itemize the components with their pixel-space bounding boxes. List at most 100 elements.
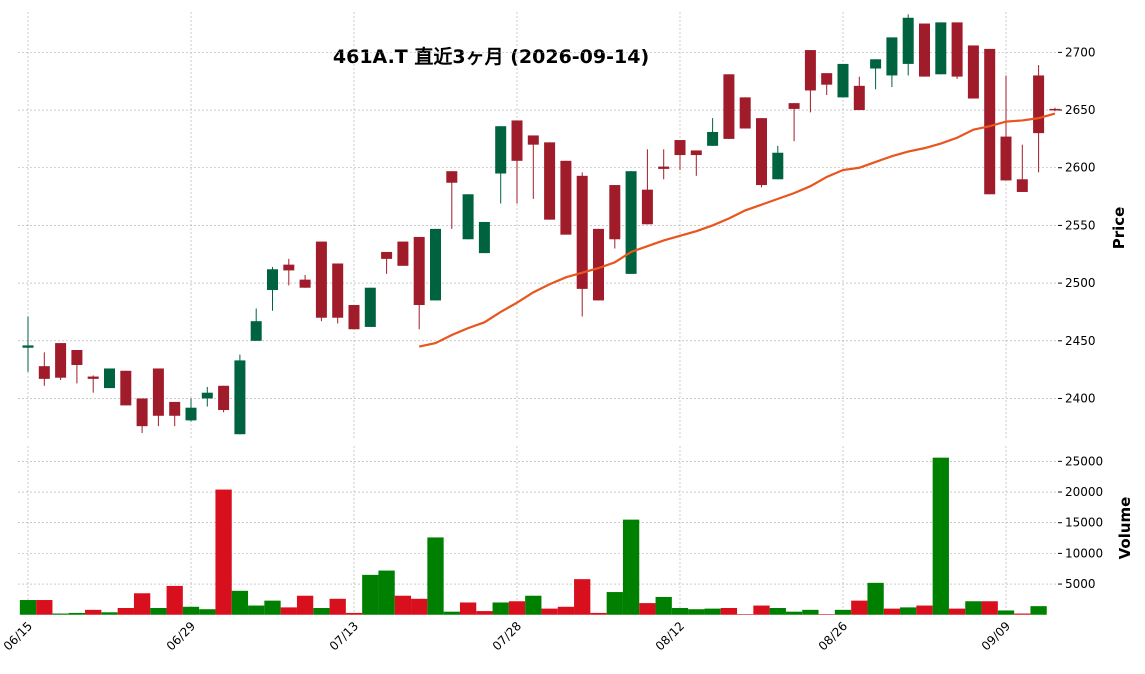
volume-bar (883, 608, 901, 615)
moving-average-line (418, 112, 1056, 348)
volume-bar (948, 608, 966, 615)
y-tick-label: 2450 (1065, 334, 1096, 348)
candle-body (348, 305, 360, 330)
volume-bar (459, 602, 477, 615)
volume-bar (981, 601, 998, 615)
candle-body (788, 103, 800, 109)
volume-bar (231, 590, 249, 615)
volume-bar (362, 574, 379, 615)
candle-body (658, 166, 670, 169)
candle-body (55, 343, 67, 378)
candle-body (234, 360, 246, 435)
candle-body (609, 185, 621, 240)
candle-body (544, 142, 556, 220)
price-axis-label: Price (1110, 207, 1128, 250)
volume-bar (671, 608, 689, 615)
x-tick-label: 07/13 (327, 619, 361, 653)
volume-bar (476, 611, 493, 615)
y-tick-label: 2600 (1065, 161, 1096, 175)
candle-body (462, 194, 474, 240)
volume-bar (280, 607, 297, 615)
candle-body (674, 140, 686, 156)
volume-bar (329, 598, 346, 615)
y-tick-label: 2650 (1065, 103, 1096, 117)
candle-body (446, 171, 458, 183)
candle-body (364, 287, 376, 327)
candle-body (381, 251, 393, 259)
x-tick-label: 08/12 (653, 619, 687, 653)
volume-bar (1014, 613, 1031, 615)
volume-bar (427, 537, 444, 615)
y2-tick-label: 10000 (1065, 546, 1103, 560)
candle-body (104, 368, 115, 389)
candle-body (560, 160, 572, 235)
candle-body (821, 73, 833, 85)
candle-body (87, 376, 99, 379)
volume-bar (720, 608, 738, 615)
volume-bar (264, 600, 281, 615)
candle-body (967, 45, 979, 99)
volume-bar (19, 600, 37, 615)
volume-bar (802, 609, 819, 615)
candle-body (511, 120, 523, 161)
candle-body (413, 236, 425, 306)
candle-body (527, 135, 539, 145)
candle-body (152, 368, 164, 416)
volume-bar (704, 608, 721, 615)
volume-bar (932, 457, 949, 615)
candle-body (919, 23, 930, 77)
candle-body (250, 321, 262, 341)
candle-body (315, 241, 327, 318)
volume-axis-label: Volume (1116, 497, 1134, 560)
y-tick-label: 2400 (1065, 391, 1096, 405)
volume-bar (52, 613, 69, 615)
volume-bar (639, 603, 656, 615)
candle-body (935, 22, 947, 75)
candle-body (853, 85, 865, 111)
volume-bar (182, 606, 200, 615)
candle-body (38, 366, 50, 379)
volume-bar (557, 606, 575, 615)
candle-body (804, 50, 816, 91)
candle-body (430, 228, 441, 301)
volume-bar (166, 585, 183, 615)
volume-bar (574, 579, 591, 615)
volume-bar (900, 607, 917, 615)
candle-body (218, 385, 230, 411)
candle-body (397, 241, 409, 266)
volume-bar (655, 596, 672, 615)
volume-bar (851, 600, 868, 615)
candle-body (283, 264, 295, 271)
volume-bar (688, 609, 705, 615)
y2-tick-label: 5000 (1065, 577, 1096, 591)
candle-body (71, 350, 83, 366)
volume-bar (313, 608, 330, 615)
x-tick-label: 08/26 (816, 619, 850, 653)
volume-bar (101, 612, 118, 615)
candle-body (739, 97, 751, 129)
chart-title: 461A.T 直近3ヶ月 (2026-09-14) (333, 45, 649, 68)
candle-body (870, 59, 882, 69)
candle-body (723, 74, 735, 139)
candle-body (1033, 75, 1045, 134)
candle-body (902, 17, 914, 64)
volume-bar (215, 489, 232, 615)
volume-bar (150, 608, 167, 615)
volume-bar (492, 602, 509, 615)
candle-body (690, 150, 702, 156)
y-tick-label: 2500 (1065, 276, 1096, 290)
y-tick-label: 2550 (1065, 218, 1096, 232)
volume-bar (525, 595, 542, 615)
volume-bar (785, 611, 803, 615)
candle-body (951, 22, 963, 77)
candle-body (495, 126, 507, 174)
volume-bar (133, 593, 151, 615)
volume-bar (606, 592, 623, 615)
candle-body (984, 48, 996, 195)
candle-body (837, 63, 849, 98)
y2-tick-label: 25000 (1065, 454, 1103, 468)
candle-body (201, 392, 213, 399)
candle-body (772, 152, 784, 180)
volume-bar (296, 595, 314, 615)
x-tick-label: 06/29 (164, 619, 198, 653)
